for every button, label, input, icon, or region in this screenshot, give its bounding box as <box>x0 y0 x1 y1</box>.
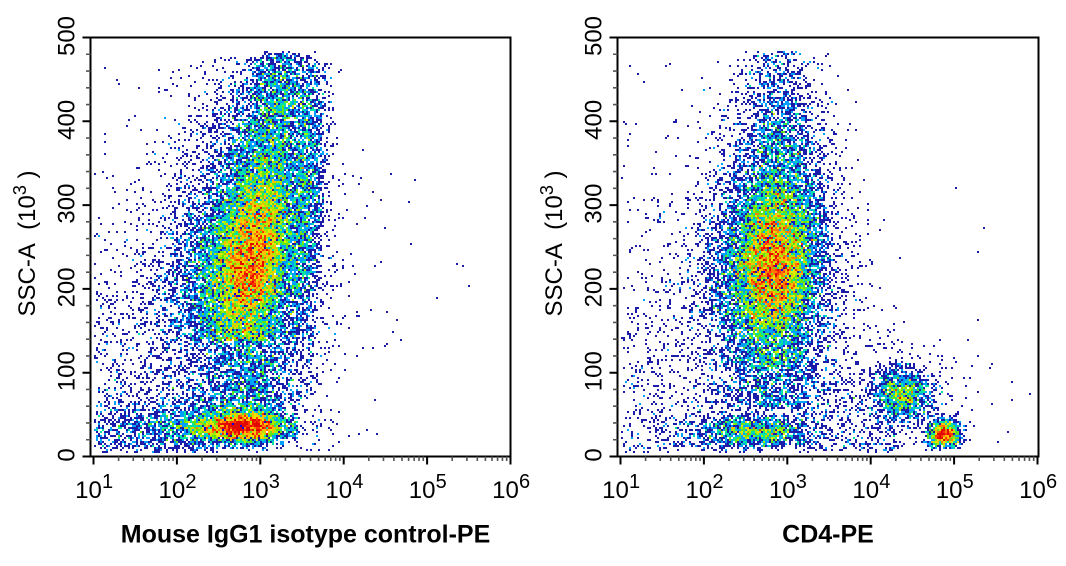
svg-text:6: 6 <box>519 471 530 493</box>
svg-text:300: 300 <box>581 184 608 224</box>
svg-text:400: 400 <box>54 100 81 140</box>
svg-text:200: 200 <box>581 267 608 307</box>
svg-text:200: 200 <box>54 267 81 307</box>
svg-text:5: 5 <box>436 471 447 493</box>
svg-text:10: 10 <box>492 477 519 504</box>
svg-text:CD4-PE: CD4-PE <box>782 521 874 549</box>
svg-text:100: 100 <box>54 351 81 391</box>
svg-text:4: 4 <box>879 471 890 493</box>
svg-text:500: 500 <box>54 16 81 56</box>
svg-text:3: 3 <box>796 471 807 493</box>
svg-text:2: 2 <box>185 471 196 493</box>
svg-text:400: 400 <box>581 100 608 140</box>
svg-text:1: 1 <box>102 471 113 493</box>
svg-text:10: 10 <box>602 477 629 504</box>
svg-text:Mouse IgG1 isotype control-PE: Mouse IgG1 isotype control-PE <box>121 521 491 549</box>
svg-text:10: 10 <box>769 477 796 504</box>
svg-text:10: 10 <box>159 477 186 504</box>
svg-text:10: 10 <box>242 477 269 504</box>
svg-text:4: 4 <box>352 471 363 493</box>
svg-text:2: 2 <box>712 471 723 493</box>
svg-text:100: 100 <box>581 351 608 391</box>
svg-text:10: 10 <box>409 477 436 504</box>
svg-text:300: 300 <box>54 184 81 224</box>
svg-text:10: 10 <box>686 477 713 504</box>
svg-text:0: 0 <box>54 448 81 461</box>
svg-text:10: 10 <box>325 477 352 504</box>
svg-text:3: 3 <box>269 471 280 493</box>
svg-text:10: 10 <box>75 477 102 504</box>
svg-text:SSC-A (103 ): SSC-A (103 ) <box>10 170 41 316</box>
svg-text:10: 10 <box>936 477 963 504</box>
svg-text:10: 10 <box>1019 477 1046 504</box>
svg-text:6: 6 <box>1046 471 1057 493</box>
svg-text:500: 500 <box>581 16 608 56</box>
svg-text:SSC-A (103 ): SSC-A (103 ) <box>537 170 568 316</box>
svg-text:5: 5 <box>963 471 974 493</box>
svg-text:1: 1 <box>629 471 640 493</box>
svg-text:10: 10 <box>852 477 879 504</box>
svg-text:0: 0 <box>581 448 608 461</box>
